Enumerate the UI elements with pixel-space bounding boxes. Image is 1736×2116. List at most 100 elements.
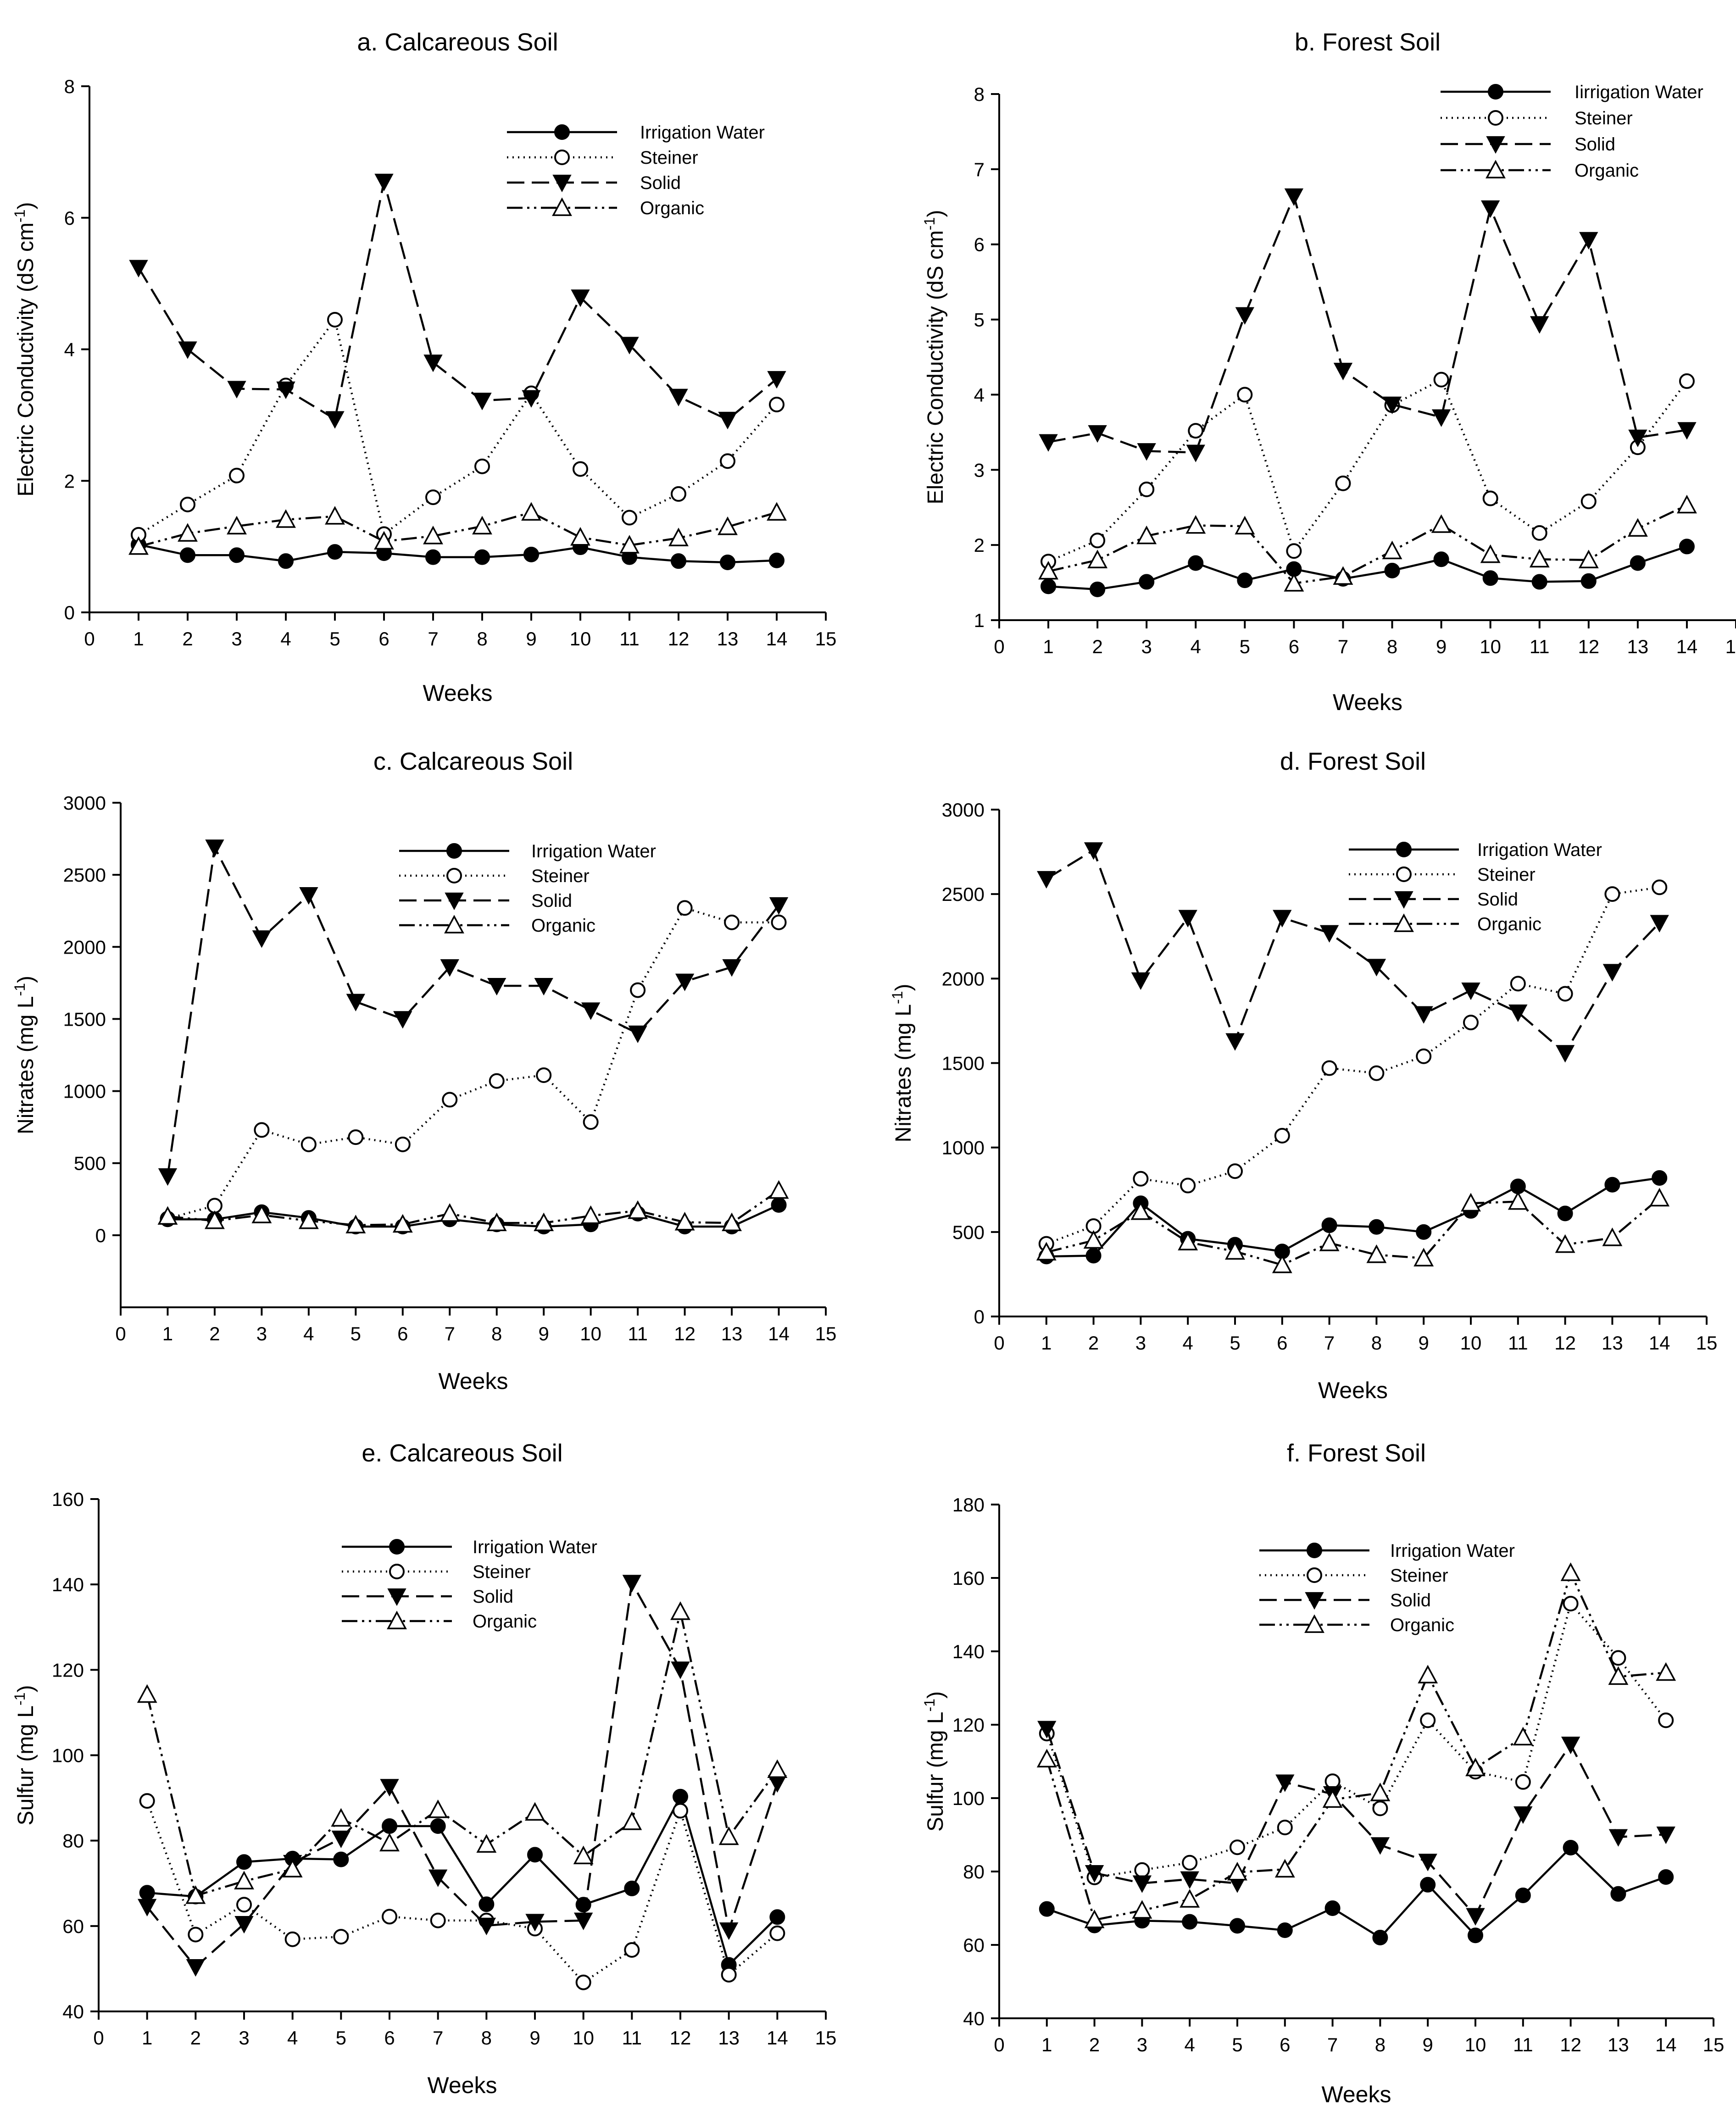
- legend-label: Irrigation Water: [1390, 1541, 1515, 1561]
- data-point: [525, 1914, 545, 1932]
- data-point: [1480, 200, 1500, 218]
- legend-item-steiner: Steiner: [1349, 865, 1536, 885]
- data-point: [1039, 1901, 1055, 1917]
- data-point: [1085, 1865, 1104, 1883]
- legend-label: Organic: [531, 916, 595, 936]
- series-line-organic: [1046, 1570, 1666, 1922]
- x-tick-label: 8: [1375, 2034, 1385, 2055]
- data-point: [1180, 1177, 1196, 1194]
- legend-item-organic: Organic: [1441, 160, 1639, 181]
- y-tick-label: 2000: [942, 968, 985, 989]
- data-point: [178, 341, 197, 359]
- x-tick-label: 10: [1465, 2034, 1486, 2055]
- legend-label: Solid: [531, 891, 572, 911]
- data-point: [1414, 1006, 1433, 1024]
- chart-title: d. Forest Soil: [1280, 748, 1426, 775]
- data-point: [720, 555, 735, 571]
- chart-title: b. Forest Soil: [1295, 28, 1441, 56]
- data-point: [180, 547, 195, 563]
- data-point: [1132, 1875, 1152, 1893]
- chart-title: c. Calcareous Soil: [373, 748, 573, 775]
- data-point: [1084, 1909, 1105, 1928]
- data-point: [671, 486, 686, 502]
- legend-label: Organic: [640, 198, 704, 218]
- y-axis-label: Nitrates (mg L-1): [11, 976, 38, 1134]
- legend-label: Iirrigation Water: [1575, 82, 1703, 102]
- series-line-irrigation-water: [1048, 545, 1687, 591]
- x-tick-label: 9: [526, 628, 536, 650]
- data-point: [440, 1203, 460, 1222]
- series-line-irrigation-water: [1046, 1177, 1660, 1258]
- data-point: [1604, 1177, 1620, 1193]
- data-point: [768, 1180, 789, 1199]
- data-point: [1186, 444, 1205, 462]
- y-tick-label: 2: [974, 534, 985, 556]
- legend-label: Solid: [1575, 134, 1615, 155]
- series-line-organic: [1048, 504, 1687, 585]
- series-line-solid: [1048, 193, 1687, 454]
- data-point: [1180, 1889, 1200, 1908]
- data-point: [278, 553, 294, 569]
- data-point: [1324, 1900, 1341, 1916]
- data-point: [325, 411, 345, 429]
- data-point: [1321, 1060, 1337, 1076]
- series-solid: [137, 1575, 787, 1977]
- x-tick-label: 10: [570, 628, 591, 650]
- legend-label: Organic: [1477, 914, 1541, 934]
- legend-item-solid: Solid: [507, 173, 681, 193]
- data-point: [669, 389, 688, 406]
- data-point: [1418, 1854, 1437, 1872]
- data-point: [346, 994, 366, 1011]
- data-point: [1130, 1201, 1151, 1220]
- data-point: [1510, 976, 1526, 992]
- x-tick-label: 6: [1289, 636, 1299, 657]
- x-axis-label: Weeks: [1318, 1377, 1388, 1403]
- data-point: [1277, 1820, 1293, 1835]
- data-point: [374, 531, 394, 550]
- series-solid: [1037, 842, 1669, 1063]
- data-point: [1038, 561, 1059, 580]
- data-point: [622, 1811, 642, 1830]
- legend-marker: [1307, 1543, 1322, 1558]
- data-point: [1529, 549, 1550, 568]
- x-tick-label: 1: [1041, 1332, 1052, 1354]
- data-point: [1480, 544, 1501, 563]
- data-point: [479, 1896, 495, 1912]
- data-point: [298, 1210, 319, 1229]
- x-tick-label: 14: [1655, 2034, 1677, 2055]
- data-point: [1384, 562, 1400, 578]
- data-point: [1366, 1244, 1387, 1263]
- data-point: [1561, 1737, 1580, 1755]
- data-point: [379, 1833, 400, 1852]
- data-point: [1465, 1757, 1486, 1777]
- series-steiner: [139, 1793, 785, 1990]
- legend-marker: [1304, 1614, 1324, 1633]
- y-axis-label: Nitrates (mg L-1): [889, 984, 916, 1143]
- data-point: [1382, 396, 1402, 414]
- legend-label: Organic: [473, 1611, 537, 1632]
- x-tick-label: 2: [1088, 1332, 1099, 1354]
- data-point: [722, 959, 741, 977]
- series-organic: [1036, 1188, 1670, 1273]
- data-point: [1178, 1232, 1198, 1250]
- x-tick-label: 3: [256, 1323, 267, 1344]
- series-line-irrigation-water: [1046, 1846, 1666, 1939]
- data-point: [180, 496, 195, 512]
- y-tick-label: 8: [974, 83, 985, 105]
- legend: Irrigation Water Steiner Solid Organic: [1259, 1541, 1515, 1635]
- data-point: [769, 897, 789, 915]
- legend-label: Irrigation Water: [473, 1537, 597, 1557]
- series-organic: [128, 502, 787, 555]
- data-point: [442, 1092, 458, 1108]
- x-tick-label: 5: [351, 1323, 361, 1344]
- x-axis-label: Weeks: [428, 2072, 497, 2098]
- data-point: [1324, 1773, 1341, 1789]
- data-point: [1604, 886, 1620, 902]
- legend-label: Steiner: [473, 1562, 531, 1582]
- data-point: [1677, 422, 1697, 440]
- y-tick-label: 120: [52, 1659, 84, 1681]
- legend: Irrigation Water Steiner Solid Organic: [342, 1537, 597, 1632]
- x-tick-label: 8: [491, 1323, 502, 1344]
- data-point: [139, 1793, 155, 1809]
